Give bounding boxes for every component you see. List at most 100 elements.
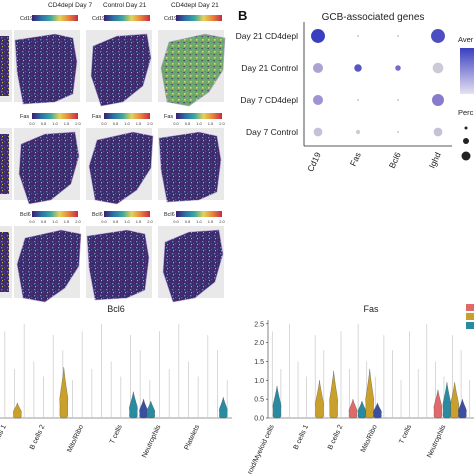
dot — [395, 65, 401, 71]
tissue-section — [88, 131, 154, 205]
tissue-section-cropped — [0, 232, 9, 292]
dot — [432, 94, 444, 106]
colorbar-tick: 2.0 — [147, 219, 153, 224]
gene-label: Cd19 — [92, 16, 105, 22]
tissue-section — [162, 229, 224, 303]
dot — [355, 129, 361, 135]
x-tick-label: Erythroid/Myeloid cells — [240, 423, 276, 474]
dotplot-legend: Aver Perc — [458, 35, 474, 161]
tissue-section — [160, 33, 226, 107]
col-title-cd4depl-day21: CD4depl Day 21 — [171, 2, 219, 9]
col-label: Cd19 — [305, 150, 323, 173]
colorbar-tick: 1.5 — [64, 219, 70, 224]
tissue-section-cropped — [0, 134, 9, 194]
violin-shape — [357, 400, 367, 419]
colorbar — [32, 211, 78, 217]
dot — [311, 29, 325, 43]
violin-title: Bcl6 — [107, 304, 125, 314]
colorbar-tick: 0.0 — [29, 121, 35, 126]
colorbar-tick: 0.5 — [113, 219, 119, 224]
colorbar-tick: 1.0 — [196, 121, 202, 126]
gene-label: Cd19 — [164, 16, 177, 22]
col-title-group: CD4depl Day 7 Control Day 21 CD4depl Day… — [48, 2, 219, 9]
colorbar-tick: 0.0 — [173, 219, 179, 224]
row-label: Day 21 Control — [241, 63, 298, 73]
row-label: Day 7 Control — [246, 127, 298, 137]
x-tick-label: B cells 2 — [327, 424, 345, 451]
gene-label: Bcl6 — [92, 212, 103, 218]
colorbar-tick: 1.5 — [136, 219, 142, 224]
legend-average-colorbar — [460, 48, 474, 94]
colorbar-tick: 0.0 — [101, 219, 107, 224]
dot — [356, 98, 360, 102]
x-tick-label: Mito/Ribo — [66, 424, 85, 454]
violin-shape — [348, 399, 358, 419]
dot — [396, 130, 400, 134]
violin-panel-fas: Fas 0.0 0.5 1.0 1.5 2.0 2.5 Erythroid/Myeloid c… — [240, 304, 474, 474]
colorbar-tick: 1.0 — [124, 219, 130, 224]
violin-shape — [365, 368, 374, 419]
gene-label: Fas — [20, 114, 29, 120]
x-tick-label: T cells — [398, 423, 413, 445]
legend-percent-dot-medium — [463, 138, 469, 144]
tissue-section — [14, 33, 78, 105]
x-tick-label: B cells 1 — [293, 424, 311, 451]
colorbar — [104, 211, 150, 217]
x-tick-label: Mito/Ribo — [360, 424, 379, 454]
gene-label: Bcl6 — [20, 212, 31, 218]
violin-panel-bcl6: Bcl6 B cells 1 B cells 2 Mito/Ribo T cells Ne… — [0, 304, 232, 459]
col-title-control-day21: Control Day 21 — [103, 2, 147, 9]
colorbar — [176, 15, 222, 21]
legend-percent-dot-large — [461, 151, 471, 161]
y-tick-label: 1.5 — [254, 359, 264, 366]
colorbar — [104, 113, 150, 119]
colorbar-tick: 0.5 — [41, 219, 47, 224]
colorbar-tick: 1.0 — [196, 219, 202, 224]
row-label: Day 7 CD4depl — [240, 95, 298, 105]
violin-shape — [139, 399, 148, 419]
violin-shape — [315, 380, 324, 419]
col-label: Bcl6 — [387, 150, 403, 169]
colorbar-tick: 2.0 — [75, 219, 81, 224]
gene-label: Fas — [164, 114, 173, 120]
dotplot-dots — [311, 29, 445, 137]
col-label: Fas — [348, 151, 363, 168]
colorbar-tick: 1.5 — [136, 121, 142, 126]
gene-label: Fas — [92, 114, 101, 120]
dot — [433, 127, 443, 137]
dot — [396, 98, 400, 102]
x-tick-label: Neutrophils — [426, 423, 448, 459]
violin-legend-swatches — [466, 304, 474, 329]
colorbar — [104, 15, 150, 21]
colorbar-tick: 2.0 — [147, 121, 153, 126]
colorbar-tick: 0.0 — [173, 121, 179, 126]
dot — [312, 62, 324, 74]
legend-average-label: Aver — [458, 35, 474, 44]
colorbar — [176, 211, 222, 217]
gene-label: Bcl6 — [164, 212, 175, 218]
colorbar-tick: 1.5 — [208, 121, 214, 126]
x-tick-label: Platelets — [183, 423, 201, 451]
tissue-section-cropped — [0, 36, 9, 96]
y-tick-label: 0.5 — [254, 397, 264, 404]
violin-shape — [329, 370, 338, 419]
spatial-row-cd19: Cd19 Cd19 Cd19 — [0, 15, 226, 107]
colorbar-tick: 2.0 — [75, 121, 81, 126]
gene-label: Cd19 — [20, 16, 33, 22]
tissue-section — [18, 131, 80, 205]
dot — [356, 34, 360, 38]
dotplot-axes — [303, 22, 452, 147]
col-title-cd4depl-day7: CD4depl Day 7 — [48, 2, 92, 9]
y-tick-label: 2.5 — [254, 321, 264, 328]
colorbar — [176, 113, 222, 119]
dotplot-col-labels: Cd19 Fas Bcl6 Ighd — [305, 150, 443, 173]
colorbar-tick: 0.0 — [101, 121, 107, 126]
tissue-section — [90, 33, 152, 107]
y-tick-label: 1.0 — [254, 378, 264, 385]
violin-shape — [433, 389, 443, 419]
colorbar-tick: 2.0 — [219, 219, 225, 224]
dot — [431, 29, 445, 43]
violin-shape — [59, 367, 69, 419]
violin-shape — [373, 402, 382, 419]
